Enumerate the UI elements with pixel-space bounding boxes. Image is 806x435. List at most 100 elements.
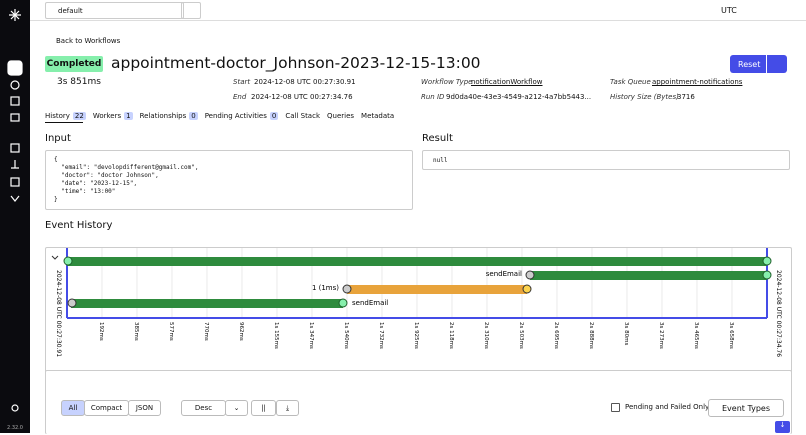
- tab[interactable]: Call Stack: [285, 112, 320, 120]
- types-label: Event Types: [721, 403, 770, 413]
- result-box: null: [422, 150, 790, 170]
- tab-label: Pending Activities: [204, 112, 267, 120]
- workflow-bar: [67, 257, 767, 266]
- tick-label: 962ms: [238, 322, 244, 341]
- pending-checkbox[interactable]: [611, 403, 620, 412]
- pause-button[interactable]: ||: [251, 400, 276, 416]
- history-title: Event History: [45, 220, 113, 231]
- event-dot[interactable]: [522, 284, 532, 294]
- tab[interactable]: History 22: [45, 112, 86, 120]
- reset-label: Reset: [738, 59, 761, 69]
- event-types-button[interactable]: Event Types: [708, 399, 784, 417]
- event-label: sendEmail: [352, 299, 388, 307]
- nav-batch[interactable]: [10, 96, 20, 106]
- collapse-toggle[interactable]: [51, 255, 59, 260]
- pending-label: Pending and Failed Only: [625, 403, 710, 411]
- result-value: null: [433, 157, 448, 164]
- tab-label: Metadata: [361, 112, 395, 120]
- tab[interactable]: Relationships 0: [140, 112, 198, 120]
- workflow-title: appointment-doctor_Johnson-2023-12-15-13…: [111, 54, 481, 72]
- reset-button[interactable]: Reset: [730, 55, 787, 73]
- reset-divider: [766, 55, 767, 73]
- tab-label: Relationships: [139, 112, 187, 120]
- theme-toggle[interactable]: [11, 404, 19, 412]
- run-label: Run ID: [421, 93, 445, 101]
- controls-panel: [45, 370, 792, 434]
- tab[interactable]: Queries: [327, 112, 354, 120]
- tick-label: 577ms: [168, 322, 174, 341]
- tab-count: 22: [72, 112, 86, 120]
- queue-value[interactable]: appointment-notifications: [652, 78, 743, 86]
- back-link[interactable]: Back to Workflows: [56, 37, 121, 45]
- tab[interactable]: Pending Activities 0: [205, 112, 279, 120]
- tick-label: 2s 695ms: [553, 322, 559, 349]
- event-dot[interactable]: [63, 256, 73, 266]
- sidebar: 2.32.0: [0, 0, 30, 433]
- tab-label: Call Stack: [285, 112, 320, 120]
- timeline-frame: sendEmail 1 (1ms) sendEmail 2024-12-08 U…: [51, 248, 782, 357]
- topbar: [30, 0, 806, 21]
- size-label: History Size (Bytes): [610, 93, 679, 101]
- end-label: End: [233, 93, 247, 101]
- tick-label: 3s 80ms: [623, 322, 629, 345]
- event-dot[interactable]: [525, 270, 535, 280]
- tick-label: 1s 925ms: [413, 322, 419, 349]
- order-label: Desc: [194, 404, 213, 412]
- tick-label: 2s 888ms: [588, 322, 594, 349]
- sort-order[interactable]: Desc: [181, 400, 226, 416]
- json-label: JSON: [135, 404, 154, 412]
- activity-bar: [530, 271, 767, 280]
- type-value[interactable]: notificationWorkflow: [471, 78, 543, 86]
- input-title: Input: [45, 133, 71, 144]
- tab[interactable]: Workers 1: [93, 112, 133, 120]
- event-dot[interactable]: [338, 298, 348, 308]
- filter-compact[interactable]: Compact: [84, 400, 129, 416]
- tick-label: 1s 732ms: [378, 322, 384, 349]
- logo[interactable]: [9, 9, 21, 21]
- duration: 3s 851ms: [57, 77, 101, 87]
- event-dot[interactable]: [762, 270, 772, 280]
- nav-import[interactable]: [10, 177, 20, 187]
- scroll-down[interactable]: ↓: [775, 421, 790, 433]
- namespace-select[interactable]: default: [45, 2, 184, 19]
- namespace-link[interactable]: [181, 2, 201, 19]
- nav-namespaces[interactable]: [10, 143, 20, 153]
- event-label: sendEmail: [486, 270, 522, 278]
- tab-count: 0: [269, 112, 279, 120]
- filter-all[interactable]: All: [61, 400, 85, 416]
- tick-label: 1s 540ms: [343, 322, 349, 349]
- activity-bar: [71, 299, 343, 308]
- version: 2.32.0: [7, 425, 23, 431]
- tab-label: Workers: [92, 112, 122, 120]
- tick-label: 3s 273ms: [658, 322, 664, 349]
- download-button[interactable]: ⤓: [276, 400, 299, 416]
- code-line: "email": "devolopdifferent@gmail.com",: [54, 164, 199, 171]
- tick-label: 770ms: [203, 322, 209, 341]
- status-badge: Completed: [45, 56, 103, 72]
- tick-label: 192ms: [98, 322, 104, 341]
- nav-archive[interactable]: [10, 113, 20, 122]
- tick-label: 3s 465ms: [693, 322, 699, 349]
- start-label: Start: [233, 78, 251, 86]
- queue-label: Task Queue: [610, 78, 651, 86]
- tab[interactable]: Metadata: [361, 112, 394, 120]
- start-time: 2024-12-08 UTC 00:27:30.91: [55, 270, 62, 357]
- event-dot[interactable]: [342, 284, 352, 294]
- nav-schedules[interactable]: [10, 80, 20, 90]
- event-dot[interactable]: [67, 298, 77, 308]
- tabs: History 22 Workers 1 Relationships 0 Pending A…: [45, 112, 394, 120]
- filter-json[interactable]: JSON: [128, 400, 161, 416]
- tick-label: 1s 155ms: [273, 322, 279, 349]
- nav-feedback[interactable]: [10, 195, 20, 202]
- code-line: "time": "13:00": [54, 188, 116, 195]
- timezone[interactable]: UTC: [721, 6, 737, 15]
- tab-count: 1: [124, 112, 133, 120]
- nav-upload[interactable]: [11, 160, 19, 169]
- sort-dropdown[interactable]: ⌄: [225, 400, 248, 416]
- event-dot[interactable]: [762, 256, 772, 266]
- nav-workflows[interactable]: [7, 60, 23, 76]
- tick-label: 1s 347ms: [308, 322, 314, 349]
- code-line: "date": "2023-12-15",: [54, 180, 138, 187]
